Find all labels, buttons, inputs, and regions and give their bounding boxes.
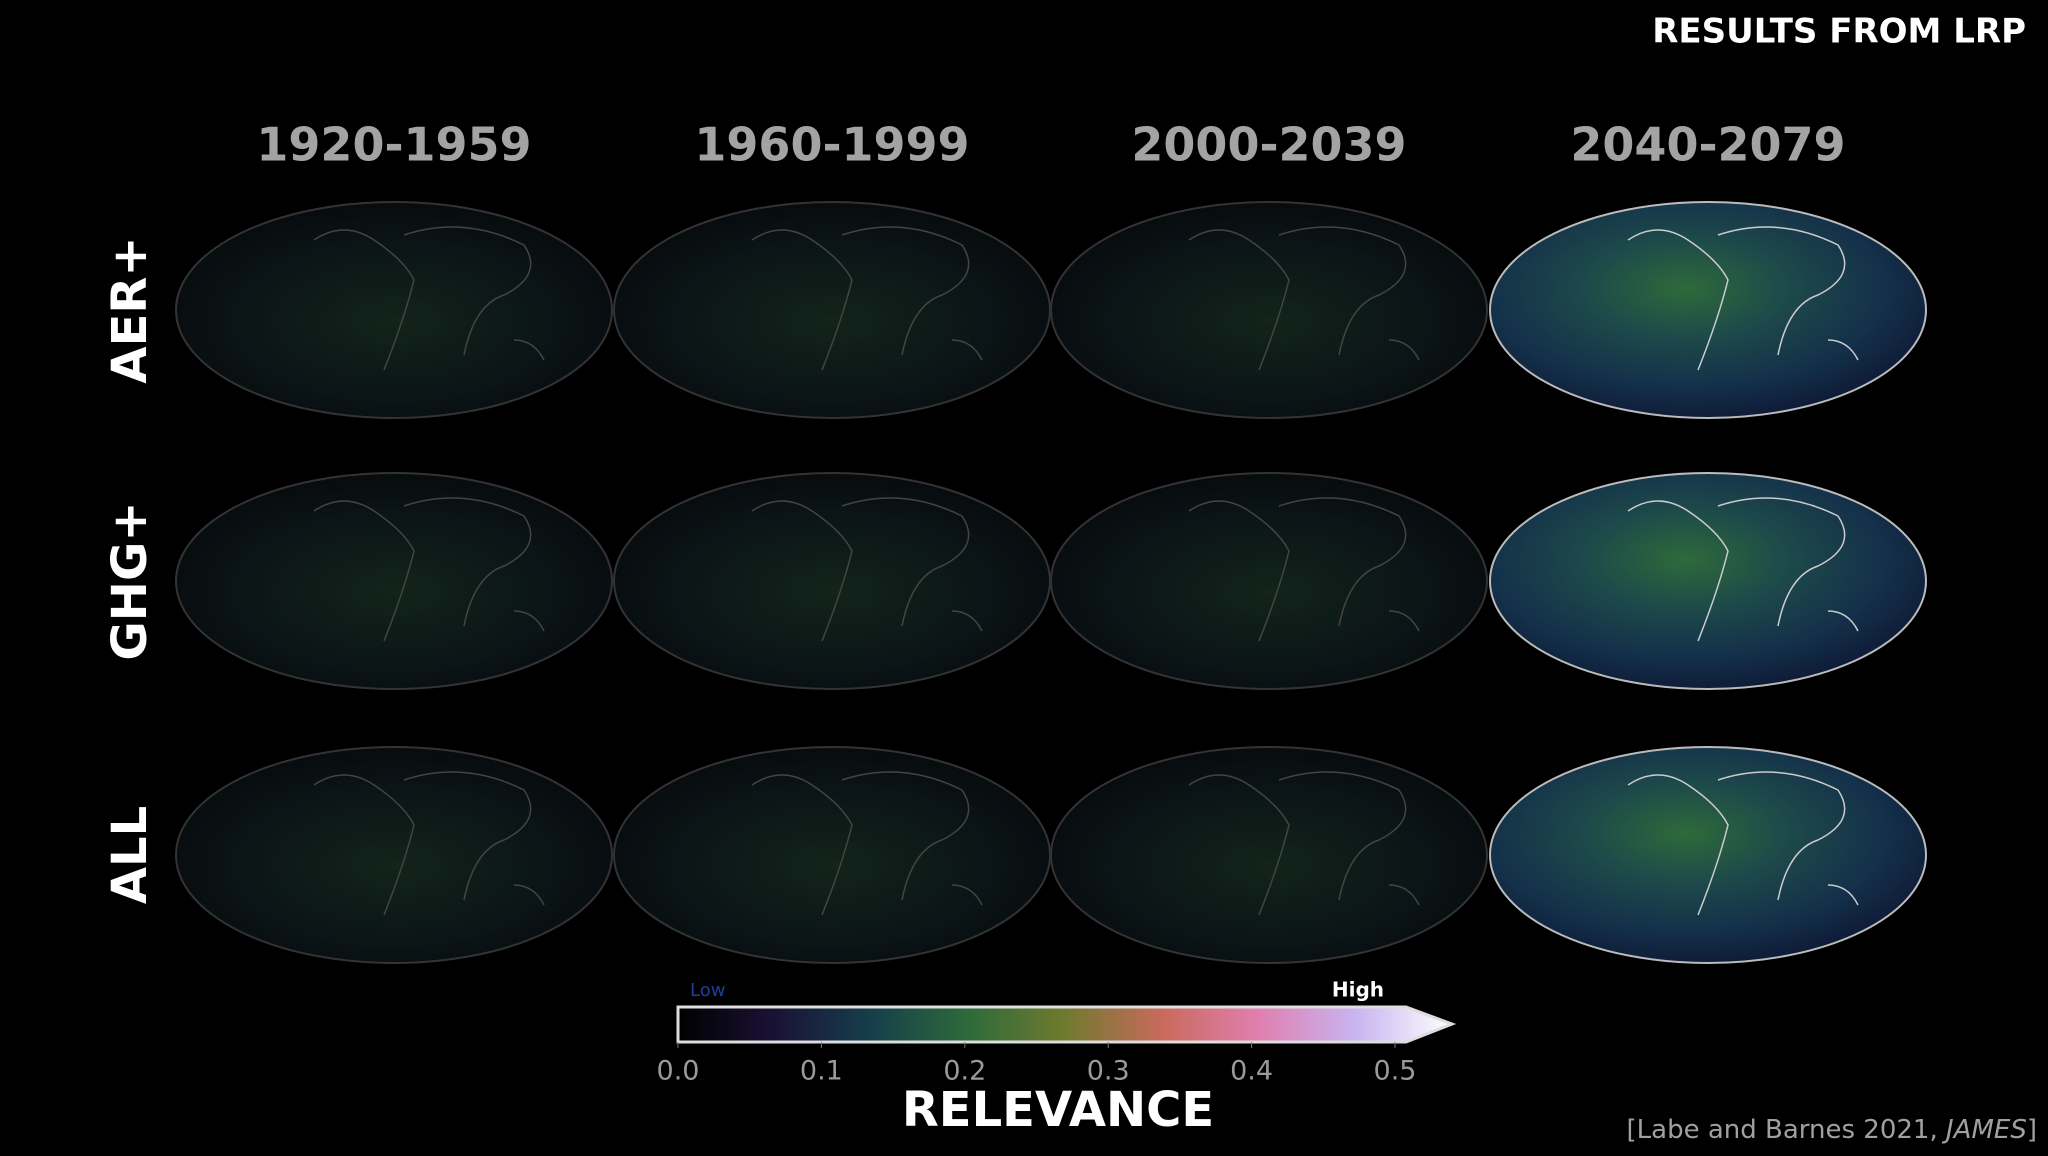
map <box>1050 201 1488 419</box>
map <box>175 472 613 690</box>
coastline <box>1627 497 1859 642</box>
coastline <box>751 497 983 642</box>
map <box>1050 472 1488 690</box>
column-header: 2040-2079 <box>1570 118 1845 172</box>
tick-label: 0.2 <box>943 1056 986 1087</box>
map <box>175 201 613 419</box>
tick-label: 0.5 <box>1374 1056 1417 1087</box>
citation-text: [Labe and Barnes 2021, <box>1627 1115 1938 1145</box>
slide-title: RESULTS FROM LRP <box>1652 12 2026 52</box>
high-label: High <box>1332 978 1384 1002</box>
tick-label: 0.0 <box>657 1056 700 1087</box>
citation-journal: JAMES <box>1941 1115 2027 1145</box>
colorbar-label: RELEVANCE <box>902 1082 1214 1138</box>
column-header: 1920-1959 <box>256 118 531 172</box>
row-label: AER+ <box>102 236 158 383</box>
map <box>613 746 1051 964</box>
tick-label: 0.1 <box>800 1056 843 1087</box>
coastline <box>1188 226 1420 371</box>
map <box>613 201 1051 419</box>
low-label: Low <box>690 980 725 1001</box>
map-grid: 1920-1959 1960-1999 2000-2039 2040-2079 AER+… <box>102 118 1927 964</box>
row-label: GHG+ <box>102 501 158 660</box>
map <box>1489 746 1927 964</box>
map <box>613 472 1051 690</box>
column-header: 1960-1999 <box>694 118 969 172</box>
map <box>1489 472 1927 690</box>
tick-label: 0.3 <box>1087 1056 1130 1087</box>
colorbar-bar <box>676 1005 1457 1044</box>
coastline <box>1627 771 1859 916</box>
coastline <box>1188 497 1420 642</box>
citation: [Labe and Barnes 2021, JAMES] <box>1627 1115 2037 1145</box>
coastline <box>313 497 545 642</box>
citation-close: ] <box>2027 1115 2037 1145</box>
colorbar: Low High RELEVANCE 0.0 0.1 0.2 0.3 0.4 0.5 <box>657 978 1457 1138</box>
coastline <box>751 771 983 916</box>
tick-label: 0.4 <box>1230 1056 1273 1087</box>
map <box>1050 746 1488 964</box>
row-label: ALL <box>102 806 158 904</box>
map <box>175 746 613 964</box>
coastline <box>313 226 545 371</box>
coastline <box>1627 226 1859 371</box>
map <box>1489 201 1927 419</box>
coastline <box>1188 771 1420 916</box>
coastline <box>751 226 983 371</box>
coastline <box>313 771 545 916</box>
column-header: 2000-2039 <box>1131 118 1406 172</box>
